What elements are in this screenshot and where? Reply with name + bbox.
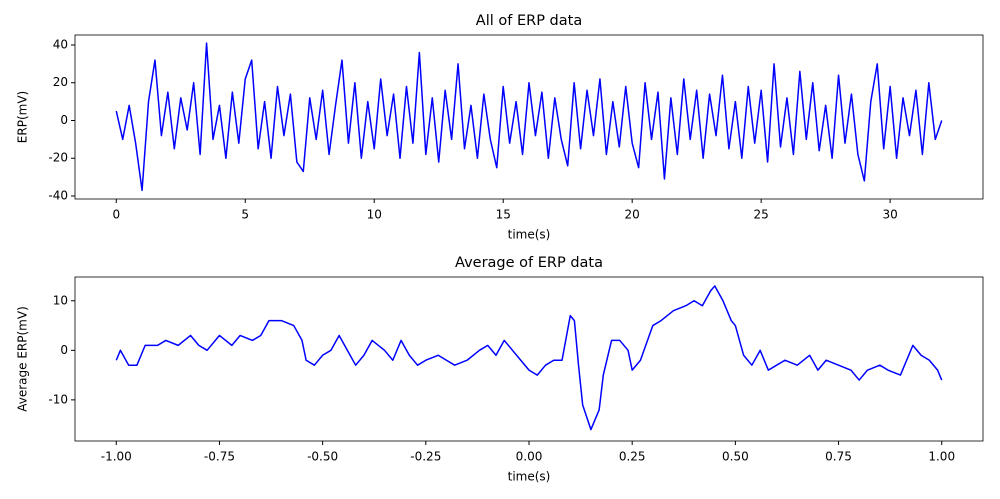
y-tick-label: 0: [60, 113, 68, 127]
y-tick-label: 20: [53, 75, 68, 89]
data-line: [115, 42, 943, 192]
y-tick-label: -10: [48, 392, 68, 406]
chart-title: Average of ERP data: [455, 255, 603, 271]
data-line: [115, 285, 943, 431]
x-tick-label: 20: [625, 208, 640, 222]
y-axis-label: Average ERP(mV): [16, 306, 30, 412]
x-tick-label: 25: [754, 208, 769, 222]
x-tick-label: 0.75: [825, 450, 852, 464]
x-axis-label: time(s): [508, 228, 551, 242]
x-tick-label: -0.75: [204, 450, 235, 464]
y-tick-label: -40: [48, 188, 68, 202]
y-tick-label: 10: [53, 293, 68, 307]
x-tick-label: -0.50: [307, 450, 338, 464]
x-tick-label: 10: [367, 208, 382, 222]
x-tick-label: 1.00: [928, 450, 955, 464]
y-axis-label: ERP(mV): [16, 91, 30, 143]
x-tick-label: 0: [112, 208, 120, 222]
x-tick-label: 15: [496, 208, 511, 222]
x-tick-label: -0.25: [410, 450, 441, 464]
chart-title: All of ERP data: [476, 13, 582, 29]
x-axis-label: time(s): [508, 470, 551, 484]
axes-frame: [74, 34, 984, 200]
x-tick-label: 30: [882, 208, 897, 222]
x-tick-label: 0.25: [619, 450, 646, 464]
x-tick-label: 0.00: [516, 450, 543, 464]
x-tick-label: 0.50: [722, 450, 749, 464]
y-tick-label: -20: [48, 151, 68, 165]
x-tick-label: 5: [241, 208, 249, 222]
axes-frame: [74, 276, 984, 442]
x-tick-label: -1.00: [101, 450, 132, 464]
y-tick-label: 40: [53, 38, 68, 52]
y-tick-label: 0: [60, 343, 68, 357]
